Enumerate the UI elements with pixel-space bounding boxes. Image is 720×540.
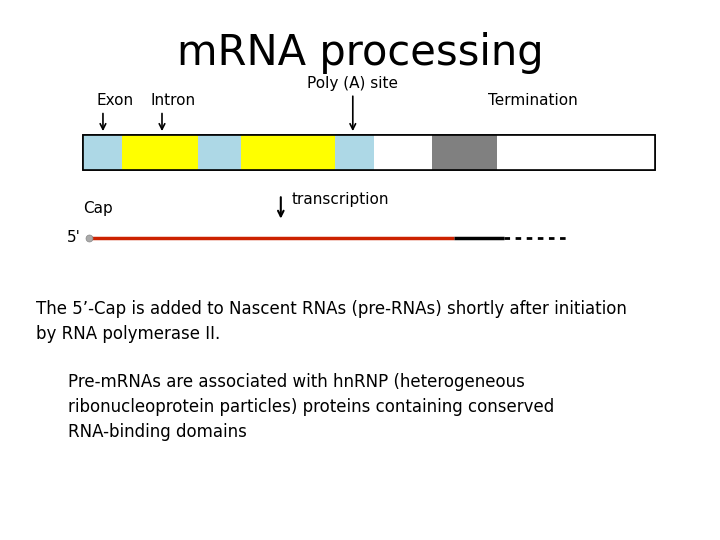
Bar [83,135,655,170]
Bar [122,135,198,170]
Text: Pre-mRNAs are associated with hnRNP (heterogeneous
ribonucleoprotein particles) : Pre-mRNAs are associated with hnRNP (het… [68,373,554,441]
Bar [83,135,122,170]
Bar [432,135,497,170]
Text: The 5’-Cap is added to Nascent RNAs (pre-RNAs) shortly after initiation
by RNA p: The 5’-Cap is added to Nascent RNAs (pre… [36,300,627,343]
Bar [497,135,655,170]
Bar [374,135,432,170]
Text: transcription: transcription [292,192,389,207]
Text: Termination: Termination [488,93,577,108]
Bar [83,135,655,170]
Text: 5': 5' [67,230,81,245]
Bar [335,135,374,170]
Text: Cap: Cap [83,201,112,216]
Text: Intron: Intron [150,93,195,108]
Text: Exon: Exon [96,93,134,108]
Bar [198,135,241,170]
Text: mRNA processing: mRNA processing [176,32,544,75]
Bar [241,135,335,170]
Text: Poly (A) site: Poly (A) site [307,76,398,91]
